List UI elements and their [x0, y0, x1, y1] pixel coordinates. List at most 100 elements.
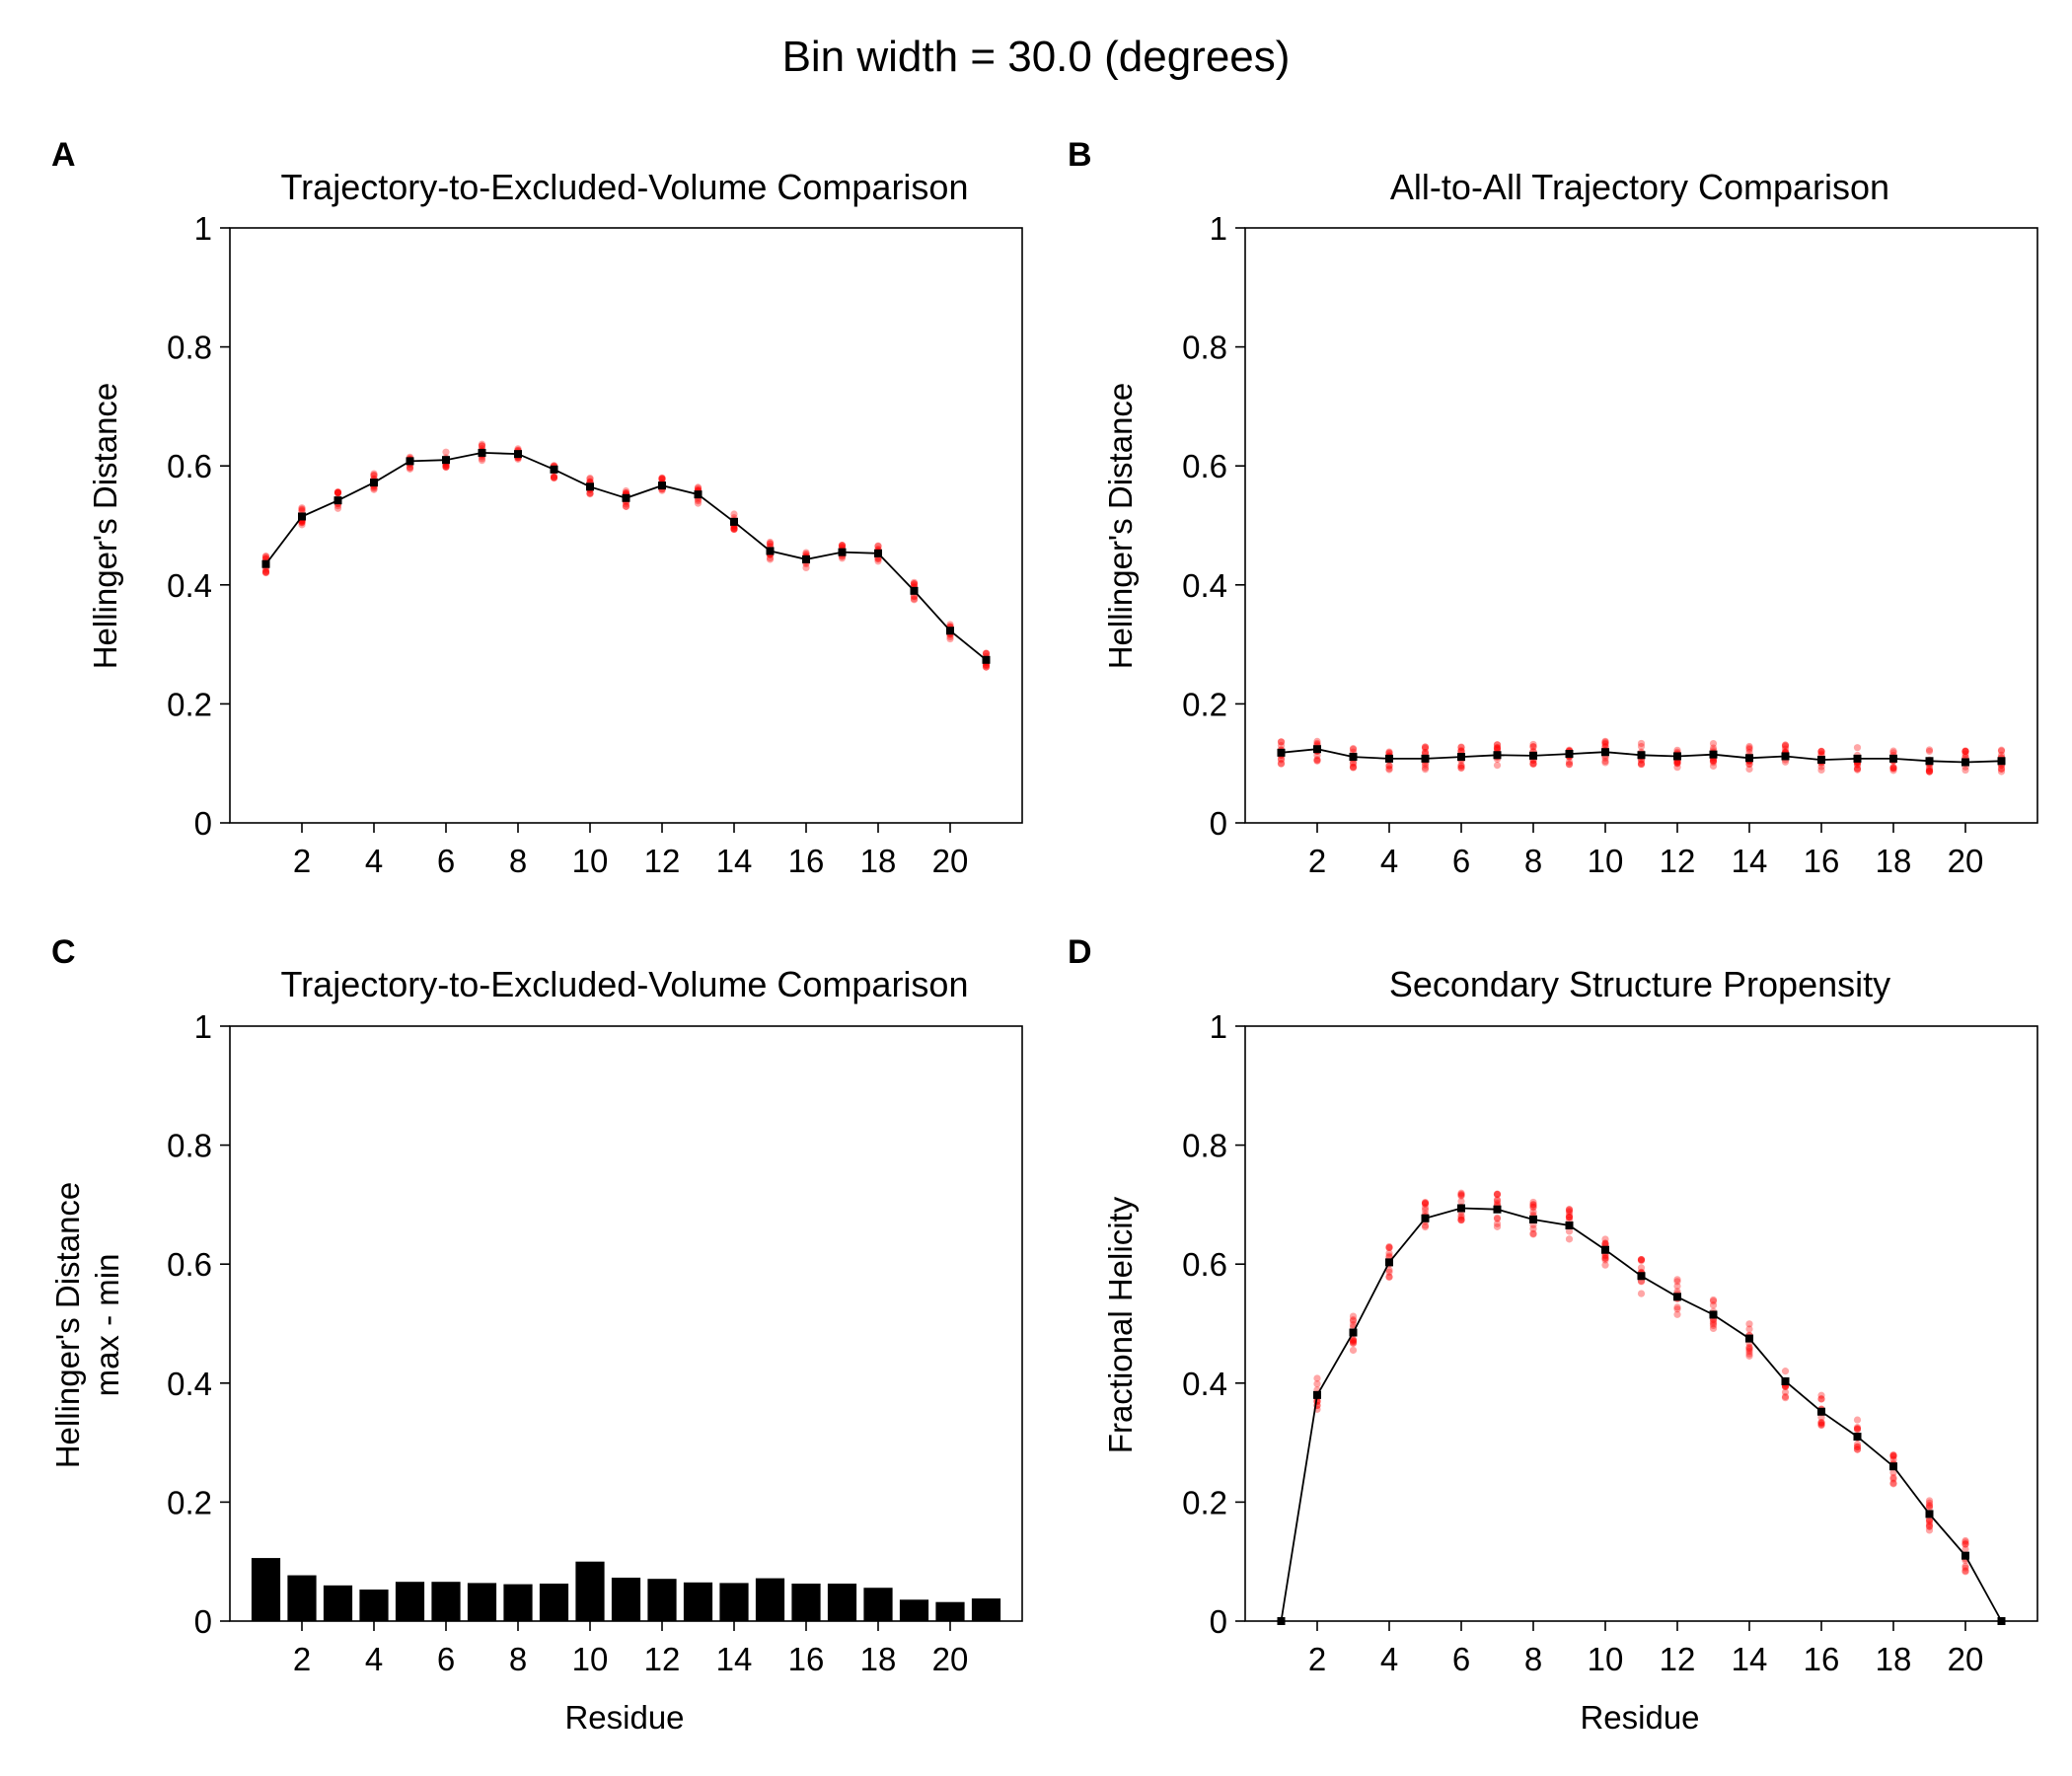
replicate-point — [1889, 1475, 1897, 1483]
replicate-point — [1745, 1343, 1753, 1352]
replicate-point — [298, 506, 306, 514]
replicate-point — [370, 484, 378, 492]
replicate-point — [1457, 764, 1465, 772]
replicate-point — [261, 568, 270, 576]
replicate-point — [1817, 1391, 1825, 1399]
replicate-point — [946, 634, 954, 643]
replicate-point — [838, 542, 847, 550]
replicate-point — [442, 448, 450, 456]
replicate-point — [622, 502, 630, 510]
replicate-point — [370, 485, 378, 493]
panel-b: B All-to-All Trajectory Comparison 0 0.2 0… — [1068, 136, 2038, 879]
x-tick-label: 18 — [1876, 843, 1912, 879]
replicate-point — [1313, 756, 1321, 764]
replicate-point — [766, 554, 775, 562]
replicate-point — [370, 471, 378, 480]
replicate-point — [1457, 1212, 1465, 1220]
data-point — [1961, 758, 1969, 767]
bar — [359, 1590, 389, 1621]
replicate-point — [1925, 1522, 1934, 1530]
replicate-point — [442, 463, 450, 472]
bar — [791, 1584, 821, 1621]
replicate-point — [658, 475, 666, 482]
replicate-point — [1385, 1273, 1393, 1281]
replicate-point — [1529, 1198, 1537, 1207]
replicate-point — [406, 465, 414, 473]
replicate-point — [1637, 759, 1646, 768]
replicate-point — [1781, 742, 1790, 751]
replicate-point — [1745, 1352, 1753, 1360]
replicate-point — [478, 455, 486, 463]
x-tick-label: 4 — [1380, 1641, 1398, 1677]
panel-a-title: Trajectory-to-Excluded-Volume Comparison — [281, 167, 969, 207]
panel-a-plot: 00.20.40.60.812 4 6 8 10 12 14 16 18 20 — [167, 210, 1023, 879]
replicate-point — [1817, 1419, 1825, 1427]
x-tick-label: 10 — [1588, 843, 1624, 879]
replicate-point — [1961, 1564, 1969, 1572]
data-point — [1853, 754, 1862, 763]
replicate-point — [1349, 764, 1358, 772]
replicate-point — [1673, 1278, 1681, 1286]
replicate-point — [1709, 739, 1718, 748]
replicate-point — [261, 555, 270, 562]
y-tick-label: 0.2 — [167, 1484, 212, 1520]
data-point — [622, 493, 630, 502]
replicate-point — [1637, 1256, 1646, 1264]
data-point — [1781, 752, 1790, 761]
replicate-point — [694, 484, 703, 492]
replicate-point — [1997, 765, 2006, 773]
y-tick-label: 0.4 — [167, 567, 212, 604]
replicate-point — [1277, 756, 1286, 764]
replicate-point — [1529, 1201, 1537, 1209]
x-tick-label: 14 — [716, 843, 753, 879]
y-tick-label: 0 — [1210, 805, 1227, 842]
replicate-point — [1961, 748, 1969, 756]
replicate-point — [1313, 1374, 1321, 1382]
replicate-point — [1889, 765, 1897, 773]
replicate-point — [1637, 1255, 1646, 1264]
replicate-point — [1745, 760, 1753, 768]
replicate-point — [1745, 1344, 1753, 1352]
replicate-point — [1925, 1517, 1934, 1525]
replicate-point — [1421, 1198, 1430, 1207]
replicate-point — [1421, 743, 1430, 751]
data-point — [1781, 1376, 1790, 1385]
replicate-point — [1565, 1206, 1574, 1214]
y-tick-label: 0.2 — [1182, 686, 1227, 722]
replicate-point — [766, 540, 775, 549]
replicate-point — [1925, 1516, 1934, 1524]
replicate-point — [1349, 1346, 1358, 1355]
x-tick-label: 6 — [1452, 1641, 1470, 1677]
replicate-point — [1889, 767, 1897, 775]
bar — [611, 1577, 641, 1621]
replicate-point — [730, 524, 738, 532]
replicate-point — [1961, 1538, 1969, 1546]
data-point — [1673, 1293, 1681, 1301]
replicate-point — [1925, 1504, 1934, 1512]
data-point — [1889, 1462, 1897, 1471]
replicate-point — [1673, 760, 1681, 768]
data-point — [1529, 1215, 1537, 1223]
replicate-point — [1925, 767, 1934, 775]
replicate-point — [1601, 1254, 1609, 1262]
replicate-point — [1529, 743, 1537, 751]
replicate-point — [1817, 748, 1825, 756]
replicate-point — [586, 488, 594, 497]
replicate-point — [1313, 752, 1321, 760]
data-point — [1889, 754, 1897, 763]
replicate-point — [1457, 762, 1465, 770]
plot-frame — [1244, 227, 2038, 824]
replicate-point — [1493, 745, 1502, 754]
replicate-point — [694, 483, 703, 491]
replicate-point — [622, 500, 630, 508]
replicate-point — [1349, 763, 1358, 771]
data-point — [1565, 750, 1574, 759]
replicate-point — [1349, 1337, 1358, 1345]
x-tick-label: 12 — [644, 843, 681, 879]
data-point — [1817, 1407, 1825, 1416]
replicate-point — [1889, 1452, 1897, 1460]
replicate-point — [1493, 761, 1502, 770]
replicate-point — [406, 464, 414, 472]
replicate-point — [1853, 1416, 1862, 1424]
